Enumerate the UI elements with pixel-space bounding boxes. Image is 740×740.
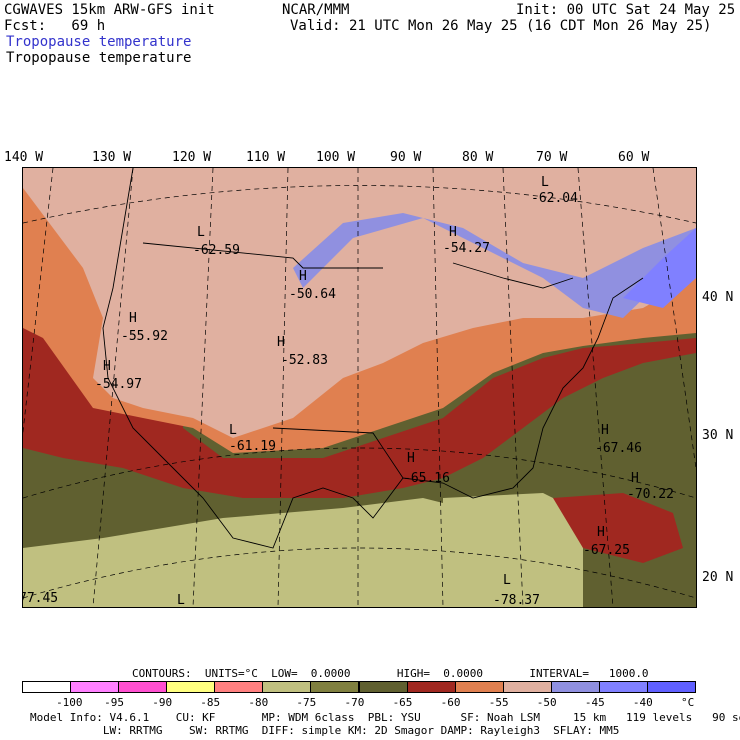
shading-top-pink [23,168,163,193]
hl-label-7-value: -54.97 [95,377,142,392]
field-title-shaded: Tropopause temperature [6,34,192,50]
color-bar-tick-label: -80 [248,696,269,709]
hl-label-10-type: H [407,451,415,466]
model-info-line2: LW: RRTMG SW: RRTMG DIFF: simple KM: 2D … [30,724,620,737]
color-bar-tick-label: -90 [152,696,173,709]
color-bar-tick-label: -85 [200,696,221,709]
lon-label-60w: 60 W [618,150,650,165]
color-bar-swatch [502,681,552,693]
color-bar-tick-label: -45 [584,696,605,709]
hl-label-13-value: -78.37 [493,593,540,608]
shading-salmon [23,168,696,438]
hl-label-3-value: -54.27 [443,241,490,256]
lat-label-40n: 40 N [702,290,734,305]
color-bar-swatch [262,681,312,693]
color-bar-swatch [406,681,456,693]
color-bar-tick-label: -95 [104,696,125,709]
hl-label-14-value: 77.45 [22,591,58,606]
hl-label-10-value: -65.16 [403,471,450,486]
hl-label-6-type: H [277,335,285,350]
hl-label-11-value: -70.22 [627,487,674,502]
lon-label-70w: 70 W [536,150,568,165]
color-bar-swatch [310,681,360,693]
color-bar-swatch [214,681,264,693]
lon-label-90w: 90 W [390,150,422,165]
lon-label-100w: 100 W [316,150,356,165]
hl-label-4-value: -50.64 [289,287,336,302]
model-title: CGWAVES 15km ARW-GFS init [4,2,215,18]
color-bar-tick-label: -70 [344,696,365,709]
hl-label-9-value: -67.46 [595,441,642,456]
hl-label-15-type: L [177,593,185,608]
lon-label-120w: 120 W [172,150,212,165]
color-bar-tick-label: -55 [488,696,509,709]
color-bar-swatch [646,681,696,693]
color-bar-swatch [22,681,72,693]
color-bar-swatch [166,681,216,693]
lat-label-30n: 30 N [702,428,734,443]
hl-label-8-value: -61.19 [229,439,276,454]
color-bar-tick-label: -60 [440,696,461,709]
hl-label-9-type: H [601,423,609,438]
color-bar-swatch [70,681,120,693]
shading-lavender [293,213,696,318]
tropopause-temperature-map: L -62.04 L -62.59 H -54.27 H -50.64 H -5… [22,167,697,608]
graticule [23,168,696,607]
init-time: Init: 00 UTC Sat 24 May 25 [516,2,736,18]
lon-label-140w: 140 W [4,150,44,165]
shading-lightolive-gulf [443,493,583,607]
org-label: NCAR/MMM [282,2,350,18]
shading-darkred-atlantic [553,493,683,563]
hl-label-11-type: H [631,471,639,486]
hl-label-12-type: H [597,525,605,540]
model-info-line1: Model Info: V4.6.1 CU: KF MP: WDM 6class… [30,711,740,724]
hl-label-13-type: L [503,573,511,588]
lon-label-80w: 80 W [462,150,494,165]
field-title-contour: Tropopause temperature [6,50,192,66]
shading-darkred [23,168,696,498]
hl-label-12-value: -67.25 [583,543,630,558]
lon-label-130w: 130 W [92,150,132,165]
color-bar-tick-label: -50 [536,696,557,709]
political-boundaries [102,168,644,549]
color-bar-tick-label: -65 [392,696,413,709]
valid-time: Valid: 21 UTC Mon 26 May 25 (16 CDT Mon … [290,18,712,34]
forecast-hour: Fcst: 69 h [4,18,106,34]
hl-label-8-type: L [229,423,237,438]
color-bar-swatch [598,681,648,693]
color-bar-tick-label: °C [681,696,695,709]
hl-label-1-value: -62.04 [531,191,578,206]
color-bar-swatch [358,681,408,693]
color-bar-tick-label: -75 [296,696,317,709]
color-bar-swatch [550,681,600,693]
hl-label-2-type: L [197,225,205,240]
hl-label-1-type: L [541,175,549,190]
color-bar-tick-label: -40 [632,696,653,709]
color-bar-tick-label: -100 [56,696,83,709]
color-bar-swatch [454,681,504,693]
hl-label-6-value: -52.83 [281,353,328,368]
hl-label-3-type: H [449,225,457,240]
hl-label-5-value: -55.92 [121,329,168,344]
hl-label-7-type: H [103,359,111,374]
color-bar-swatch [118,681,168,693]
hl-label-2-value: -62.59 [193,243,240,258]
hl-label-5-type: H [129,311,137,326]
contours-info: CONTOURS: UNITS=°C LOW= 0.0000 HIGH= 0.0… [132,667,649,680]
lon-label-110w: 110 W [246,150,286,165]
lat-label-20n: 20 N [702,570,734,585]
hl-label-4-type: H [299,269,307,284]
shading-blue [623,228,696,308]
shading-lightolive-south [23,498,493,607]
